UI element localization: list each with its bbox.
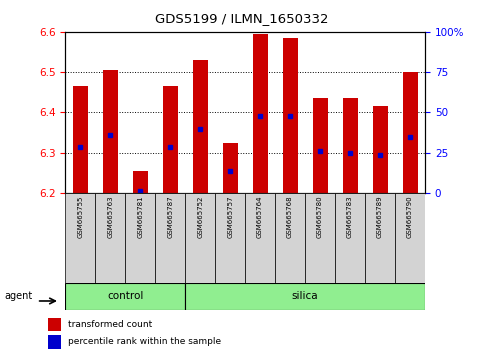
Text: transformed count: transformed count <box>68 320 153 329</box>
Bar <box>103 70 118 193</box>
Text: GSM665787: GSM665787 <box>167 196 173 238</box>
Bar <box>215 193 245 283</box>
Text: GSM665783: GSM665783 <box>347 196 353 238</box>
Bar <box>163 86 178 193</box>
Bar <box>65 193 95 283</box>
Text: GSM665752: GSM665752 <box>197 196 203 238</box>
Bar <box>185 193 215 283</box>
Bar <box>283 38 298 193</box>
Bar <box>125 193 155 283</box>
Bar <box>193 60 208 193</box>
Text: GSM665781: GSM665781 <box>137 196 143 238</box>
Bar <box>335 193 365 283</box>
Bar <box>275 193 305 283</box>
Text: GSM665790: GSM665790 <box>407 196 413 238</box>
Bar <box>402 72 417 193</box>
Text: GSM665763: GSM665763 <box>107 196 113 238</box>
Bar <box>253 34 268 193</box>
Text: control: control <box>107 291 143 302</box>
Bar <box>245 193 275 283</box>
Bar <box>372 106 387 193</box>
Bar <box>342 98 357 193</box>
Text: GSM665757: GSM665757 <box>227 196 233 238</box>
Bar <box>65 283 185 310</box>
Bar <box>48 335 61 349</box>
Text: GSM665764: GSM665764 <box>257 196 263 238</box>
Bar <box>365 193 395 283</box>
Text: agent: agent <box>5 291 33 302</box>
Text: GDS5199 / ILMN_1650332: GDS5199 / ILMN_1650332 <box>155 12 328 25</box>
Bar <box>48 318 61 331</box>
Text: silica: silica <box>292 291 318 302</box>
Bar <box>185 283 425 310</box>
Bar <box>73 86 88 193</box>
Bar <box>133 171 148 193</box>
Bar <box>223 143 238 193</box>
Bar <box>95 193 125 283</box>
Text: GSM665768: GSM665768 <box>287 196 293 238</box>
Bar <box>155 193 185 283</box>
Text: GSM665789: GSM665789 <box>377 196 383 238</box>
Bar <box>305 193 335 283</box>
Bar <box>313 98 327 193</box>
Text: percentile rank within the sample: percentile rank within the sample <box>68 337 221 347</box>
Text: GSM665780: GSM665780 <box>317 196 323 238</box>
Text: GSM665755: GSM665755 <box>77 196 83 238</box>
Bar <box>395 193 425 283</box>
